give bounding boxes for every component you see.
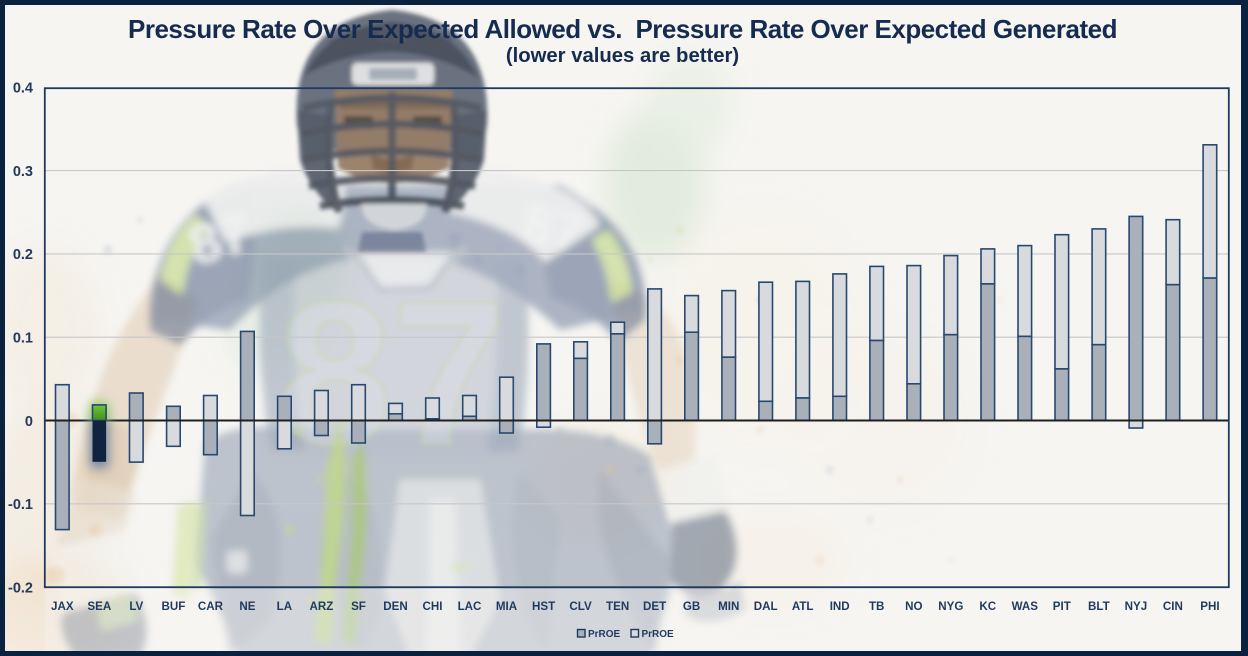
svg-text:DAL: DAL xyxy=(754,600,778,613)
svg-text:MIN: MIN xyxy=(718,600,739,613)
svg-text:87: 87 xyxy=(278,259,506,488)
svg-text:WAS: WAS xyxy=(1012,600,1039,613)
svg-text:-0.2: -0.2 xyxy=(8,580,33,596)
svg-text:ARZ: ARZ xyxy=(309,600,333,613)
svg-text:LV: LV xyxy=(129,600,143,613)
svg-text:PIT: PIT xyxy=(1053,600,1071,613)
svg-text:GB: GB xyxy=(683,600,700,613)
svg-text:CAR: CAR xyxy=(198,600,224,613)
svg-text:BUF: BUF xyxy=(161,600,185,613)
svg-text:0: 0 xyxy=(25,414,33,430)
svg-text:DET: DET xyxy=(643,600,666,613)
svg-text:PHI: PHI xyxy=(1200,600,1219,613)
svg-text:0.3: 0.3 xyxy=(13,164,33,180)
svg-text:87: 87 xyxy=(518,193,589,264)
svg-text:JAX: JAX xyxy=(51,600,74,613)
svg-text:LA: LA xyxy=(277,600,293,613)
svg-text:NYJ: NYJ xyxy=(1125,600,1148,613)
svg-text:MIA: MIA xyxy=(496,600,518,613)
svg-text:DEN: DEN xyxy=(383,600,407,613)
svg-text:IND: IND xyxy=(830,600,850,613)
svg-text:CIN: CIN xyxy=(1163,600,1183,613)
svg-text:PrROE: PrROE xyxy=(588,629,621,640)
svg-text:0.2: 0.2 xyxy=(13,247,33,263)
svg-text:CHI: CHI xyxy=(423,600,443,613)
svg-text:TB: TB xyxy=(869,600,884,613)
svg-text:0.1: 0.1 xyxy=(13,331,33,347)
svg-text:BLT: BLT xyxy=(1088,600,1110,613)
svg-text:NYG: NYG xyxy=(938,600,963,613)
svg-text:-0.1: -0.1 xyxy=(8,497,33,513)
svg-text:ATL: ATL xyxy=(792,600,814,613)
svg-text:HST: HST xyxy=(532,600,555,613)
svg-text:TEN: TEN xyxy=(606,600,629,613)
svg-text:0.4: 0.4 xyxy=(13,81,33,97)
svg-text:CLV: CLV xyxy=(569,600,592,613)
svg-text:PrROE: PrROE xyxy=(642,629,675,640)
svg-text:NO: NO xyxy=(905,600,922,613)
svg-text:SF: SF xyxy=(351,600,366,613)
svg-text:NE: NE xyxy=(239,600,255,613)
svg-text:SEA: SEA xyxy=(87,600,111,613)
svg-text:LAC: LAC xyxy=(458,600,482,613)
svg-text:KC: KC xyxy=(979,600,996,613)
